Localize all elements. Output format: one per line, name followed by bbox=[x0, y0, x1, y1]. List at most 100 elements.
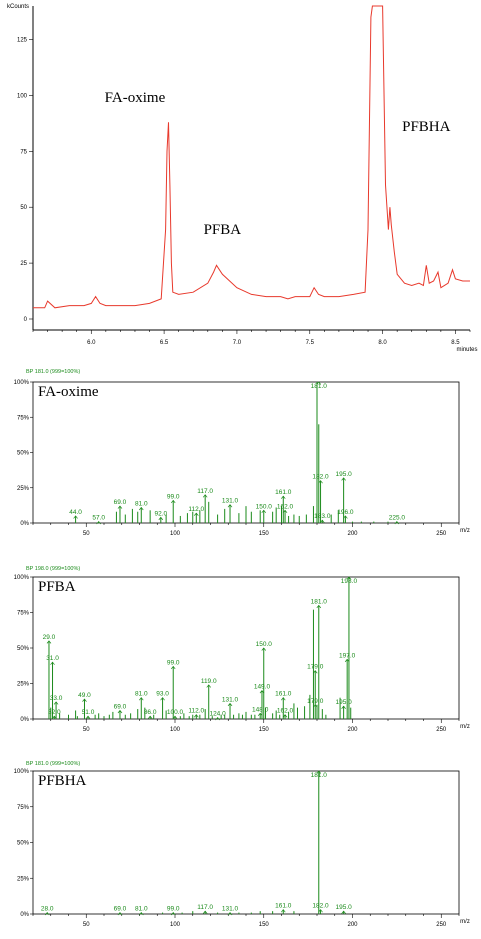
peak-marker bbox=[227, 702, 233, 707]
peak-label: 195.0 bbox=[335, 699, 352, 706]
x-tick-label: 6.0 bbox=[87, 340, 96, 346]
peak-marker bbox=[170, 912, 176, 916]
peak-marker bbox=[202, 494, 208, 498]
x-tick-label: 200 bbox=[347, 727, 358, 733]
peak-label: 81.0 bbox=[135, 691, 148, 698]
peak-label: 92.0 bbox=[154, 510, 167, 517]
peak-label: 112.0 bbox=[188, 708, 204, 715]
peak-marker bbox=[117, 709, 123, 714]
y-tick-label: 0 bbox=[24, 317, 28, 323]
peak-label: 93.0 bbox=[156, 691, 169, 698]
peak-marker bbox=[312, 670, 318, 674]
peak-label: 99.0 bbox=[167, 906, 180, 913]
x-tick-label: 50 bbox=[83, 727, 90, 733]
peak-marker bbox=[316, 770, 322, 774]
peak-label: 181.0 bbox=[311, 383, 328, 390]
peak-label: 162.0 bbox=[277, 708, 294, 715]
y-tick-label: 75 bbox=[20, 149, 27, 155]
y-tick-label: 75% bbox=[17, 415, 30, 421]
peak-label: 86.0 bbox=[144, 709, 157, 716]
peak-marker bbox=[318, 480, 323, 484]
peak-marker bbox=[158, 516, 164, 521]
peak-marker bbox=[318, 909, 323, 913]
peak-marker bbox=[341, 705, 346, 709]
peak-label: 99.0 bbox=[167, 493, 180, 500]
y-tick-label: 25% bbox=[17, 682, 30, 688]
peak-marker bbox=[281, 909, 286, 913]
peak-marker bbox=[259, 690, 265, 694]
peak-label: 131.0 bbox=[222, 906, 239, 913]
peak-label: 196.0 bbox=[337, 509, 354, 516]
peak-marker bbox=[117, 912, 123, 916]
peak-marker bbox=[257, 712, 263, 717]
peak-label: 149.0 bbox=[254, 684, 271, 691]
peak-marker bbox=[53, 701, 59, 705]
peak-marker bbox=[316, 381, 322, 385]
x-tick-label: 250 bbox=[436, 531, 447, 537]
peak-label: 33.0 bbox=[50, 695, 63, 702]
spectrum-panel: BP 198.0 (999=100%) PFBA 0% 25% 50% 75% 100% 50… bbox=[14, 566, 470, 733]
x-axis-label: m/z bbox=[460, 919, 470, 925]
y-tick-label: 25% bbox=[17, 876, 30, 882]
y-tick-label: 75% bbox=[17, 805, 30, 811]
y-tick-label: 125 bbox=[17, 38, 28, 44]
peak-label: 117.0 bbox=[197, 488, 213, 495]
peak-marker bbox=[261, 647, 267, 651]
y-tick-label: 100 bbox=[17, 93, 28, 99]
chromatogram-trace bbox=[33, 5, 470, 309]
y-tick-label: 50% bbox=[17, 451, 30, 457]
plot-frame bbox=[32, 770, 460, 915]
peak-annotation: PFBA bbox=[204, 222, 242, 238]
peak-label: 148.0 bbox=[252, 706, 269, 713]
y-tick-label: 50 bbox=[20, 205, 27, 211]
peak-marker bbox=[147, 715, 153, 719]
peak-marker bbox=[46, 640, 52, 644]
spectrum-header: BP 181.0 (999=100%) bbox=[26, 369, 80, 375]
y-tick-label: 0% bbox=[20, 521, 29, 527]
peak-marker bbox=[202, 910, 208, 914]
spectrum-panel: BP 181.0 (999=100%) FA-oxime 0% 25% 50% 75% 10… bbox=[14, 369, 470, 537]
peak-marker bbox=[52, 715, 57, 719]
peak-label: 99.0 bbox=[167, 659, 180, 666]
peak-label: 181.0 bbox=[311, 772, 328, 779]
peak-marker bbox=[139, 506, 144, 511]
x-tick-label: 200 bbox=[347, 922, 358, 928]
peak-marker bbox=[194, 512, 199, 516]
peak-marker bbox=[344, 658, 350, 663]
spectrum-panel: BP 181.0 (999=100%) PFBHA 0% 25% 50% 75% 100% 5… bbox=[14, 761, 470, 928]
peak-annotation: PFBHA bbox=[402, 119, 451, 135]
peak-label: 69.0 bbox=[114, 499, 127, 506]
spectrum-title: PFBHA bbox=[38, 773, 87, 789]
peak-label: 131.0 bbox=[222, 498, 239, 505]
x-axis-label: m/z bbox=[460, 724, 470, 730]
peak-marker bbox=[281, 495, 286, 499]
x-tick-label: 150 bbox=[259, 531, 270, 537]
x-tick-label: 250 bbox=[436, 727, 447, 733]
peak-marker bbox=[346, 576, 352, 580]
y-tick-label: 100% bbox=[14, 575, 30, 581]
y-tick-label: 25% bbox=[17, 486, 30, 492]
peak-marker bbox=[194, 714, 199, 718]
peak-label: 181.0 bbox=[311, 598, 328, 605]
peak-label: 183.0 bbox=[314, 513, 331, 520]
peak-marker bbox=[312, 704, 318, 708]
peak-marker bbox=[227, 912, 233, 916]
spectrum-header: BP 198.0 (999=100%) bbox=[26, 566, 80, 572]
x-tick-label: 100 bbox=[170, 531, 181, 537]
peak-label: 161.0 bbox=[275, 489, 292, 496]
peak-marker bbox=[73, 515, 78, 519]
peak-label: 29.0 bbox=[43, 634, 56, 641]
plot-frame bbox=[32, 576, 460, 720]
peak-marker bbox=[227, 504, 233, 508]
peak-label: 119.0 bbox=[201, 678, 217, 685]
peak-marker bbox=[139, 697, 144, 701]
peak-marker bbox=[172, 715, 178, 719]
peak-marker bbox=[343, 515, 348, 519]
x-axis-label: m/z bbox=[460, 528, 470, 534]
y-tick-label: 50% bbox=[17, 646, 30, 652]
peak-marker bbox=[117, 505, 123, 509]
peak-marker bbox=[139, 912, 144, 916]
y-tick-label: 100% bbox=[14, 380, 30, 386]
